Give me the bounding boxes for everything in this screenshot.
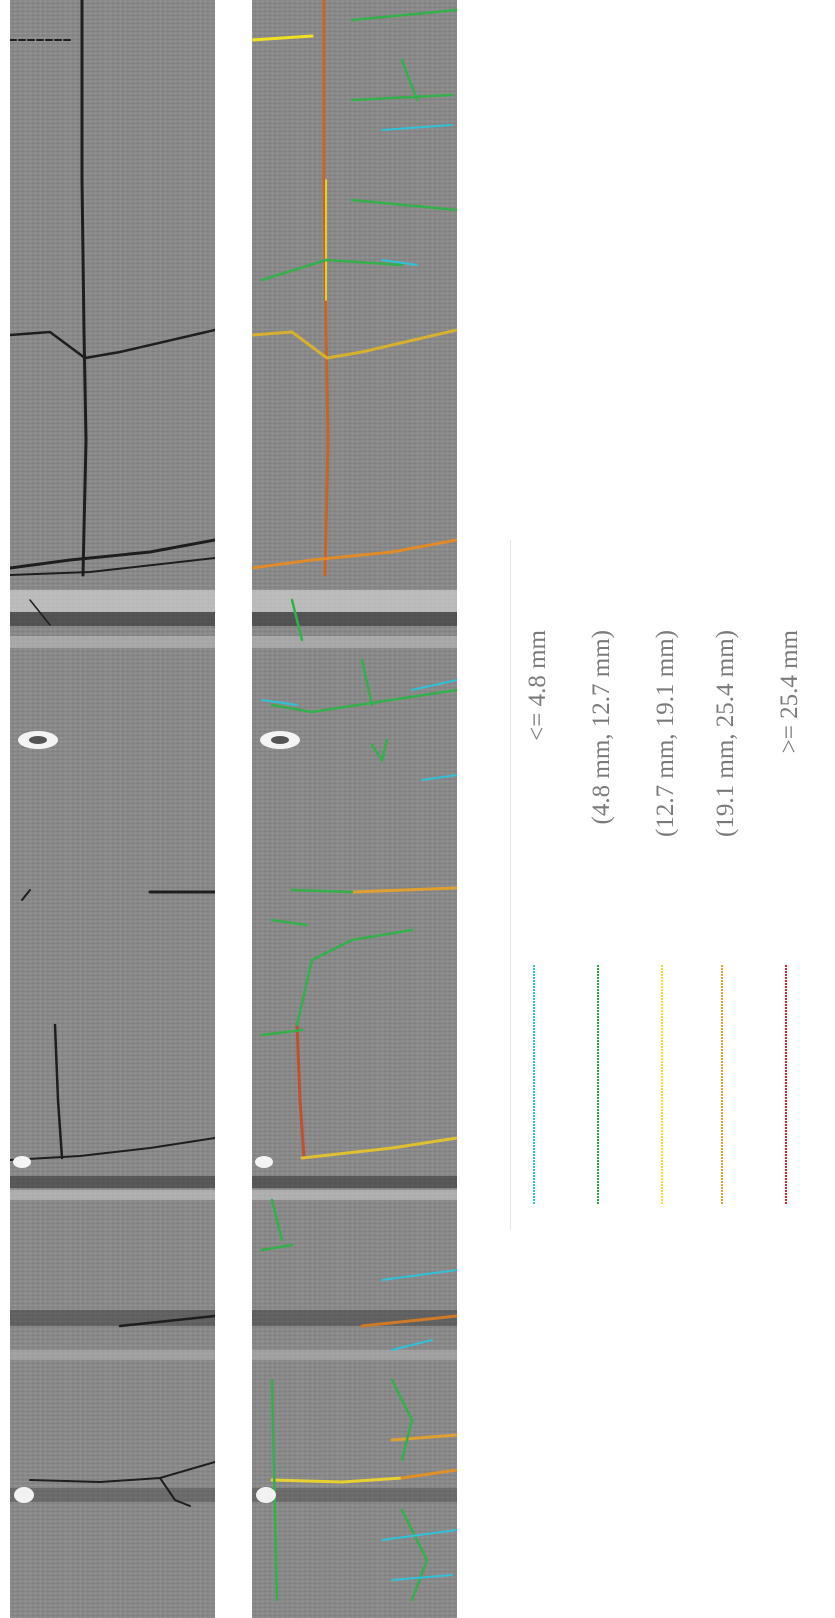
legend-line-green bbox=[597, 964, 599, 1204]
legend-line-red bbox=[785, 964, 787, 1204]
pavement-image-crack-overlay bbox=[252, 0, 457, 1618]
legend-line-yellow bbox=[661, 964, 663, 1204]
legend-label: >= 25.4 mm bbox=[776, 630, 803, 754]
pavement-image-original bbox=[10, 0, 215, 1618]
legend-item: (19.1 mm, 25.4 mm) bbox=[699, 540, 747, 1230]
legend-line-orange bbox=[721, 964, 723, 1204]
legend-item: (4.8 mm, 12.7 mm) bbox=[575, 540, 623, 1230]
legend-line-cyan bbox=[533, 964, 535, 1204]
legend-label: (19.1 mm, 25.4 mm) bbox=[712, 630, 739, 837]
crack-width-legend: <= 4.8 mm (4.8 mm, 12.7 mm) (12.7 mm, 19… bbox=[510, 540, 831, 1230]
legend-item: >= 25.4 mm bbox=[763, 540, 811, 1230]
legend-label: (12.7 mm, 19.1 mm) bbox=[652, 630, 679, 837]
legend-label: (4.8 mm, 12.7 mm) bbox=[588, 630, 615, 825]
legend-label: <= 4.8 mm bbox=[524, 630, 551, 741]
legend-item: <= 4.8 mm bbox=[511, 540, 559, 1230]
legend-item: (12.7 mm, 19.1 mm) bbox=[639, 540, 687, 1230]
